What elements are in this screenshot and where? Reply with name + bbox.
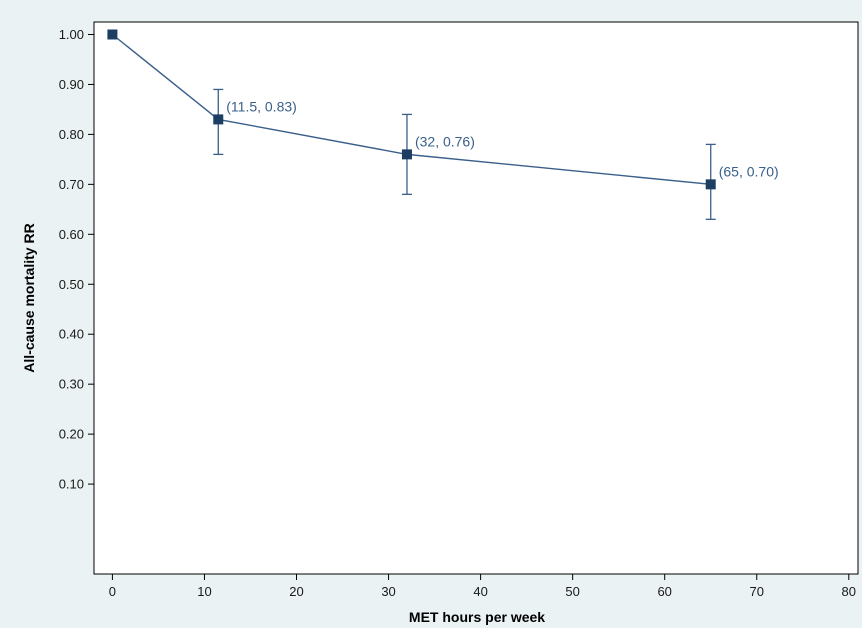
x-tick-label: 80	[842, 584, 856, 599]
plot-area	[93, 21, 859, 575]
y-tick-label: 0.40	[59, 327, 84, 342]
x-tick-label: 0	[109, 584, 116, 599]
data-point-label: (32, 0.76)	[415, 133, 475, 149]
y-tick-label: 0.30	[59, 377, 84, 392]
x-tick-label: 30	[381, 584, 395, 599]
y-tick-label: 0.50	[59, 277, 84, 292]
data-point-marker	[213, 114, 224, 125]
x-axis-title: MET hours per week	[409, 609, 545, 625]
data-point-marker	[107, 29, 118, 40]
data-point-label: (65, 0.70)	[719, 163, 779, 179]
y-tick-label: 0.70	[59, 177, 84, 192]
y-tick-label: 0.80	[59, 127, 84, 142]
y-axis-title: All-cause mortality RR	[21, 223, 37, 372]
x-tick-label: 60	[657, 584, 671, 599]
y-tick-label: 1.00	[59, 27, 84, 42]
y-tick-label: 0.20	[59, 427, 84, 442]
data-point-marker	[401, 149, 412, 160]
x-axis: 0 10 20 30 40 50 60 70 80	[109, 574, 856, 599]
data-point-marker	[705, 179, 716, 190]
series-line	[111, 33, 711, 186]
series-layer: (11.5, 0.83) (32, 0.76) (65, 0.70)	[107, 29, 779, 220]
x-tick-label: 70	[750, 584, 764, 599]
y-axis: 0.10 0.20 0.30 0.40 0.50 0.60 0.70 0.80 0.90 1.00	[59, 27, 94, 492]
x-tick-label: 10	[197, 584, 211, 599]
data-point-label: (11.5, 0.83)	[226, 98, 297, 114]
y-tick-label: 0.10	[59, 477, 84, 492]
y-tick-label: 0.90	[59, 77, 84, 92]
x-tick-label: 50	[565, 584, 579, 599]
x-tick-label: 40	[473, 584, 487, 599]
y-tick-label: 0.60	[59, 227, 84, 242]
x-tick-label: 20	[289, 584, 303, 599]
